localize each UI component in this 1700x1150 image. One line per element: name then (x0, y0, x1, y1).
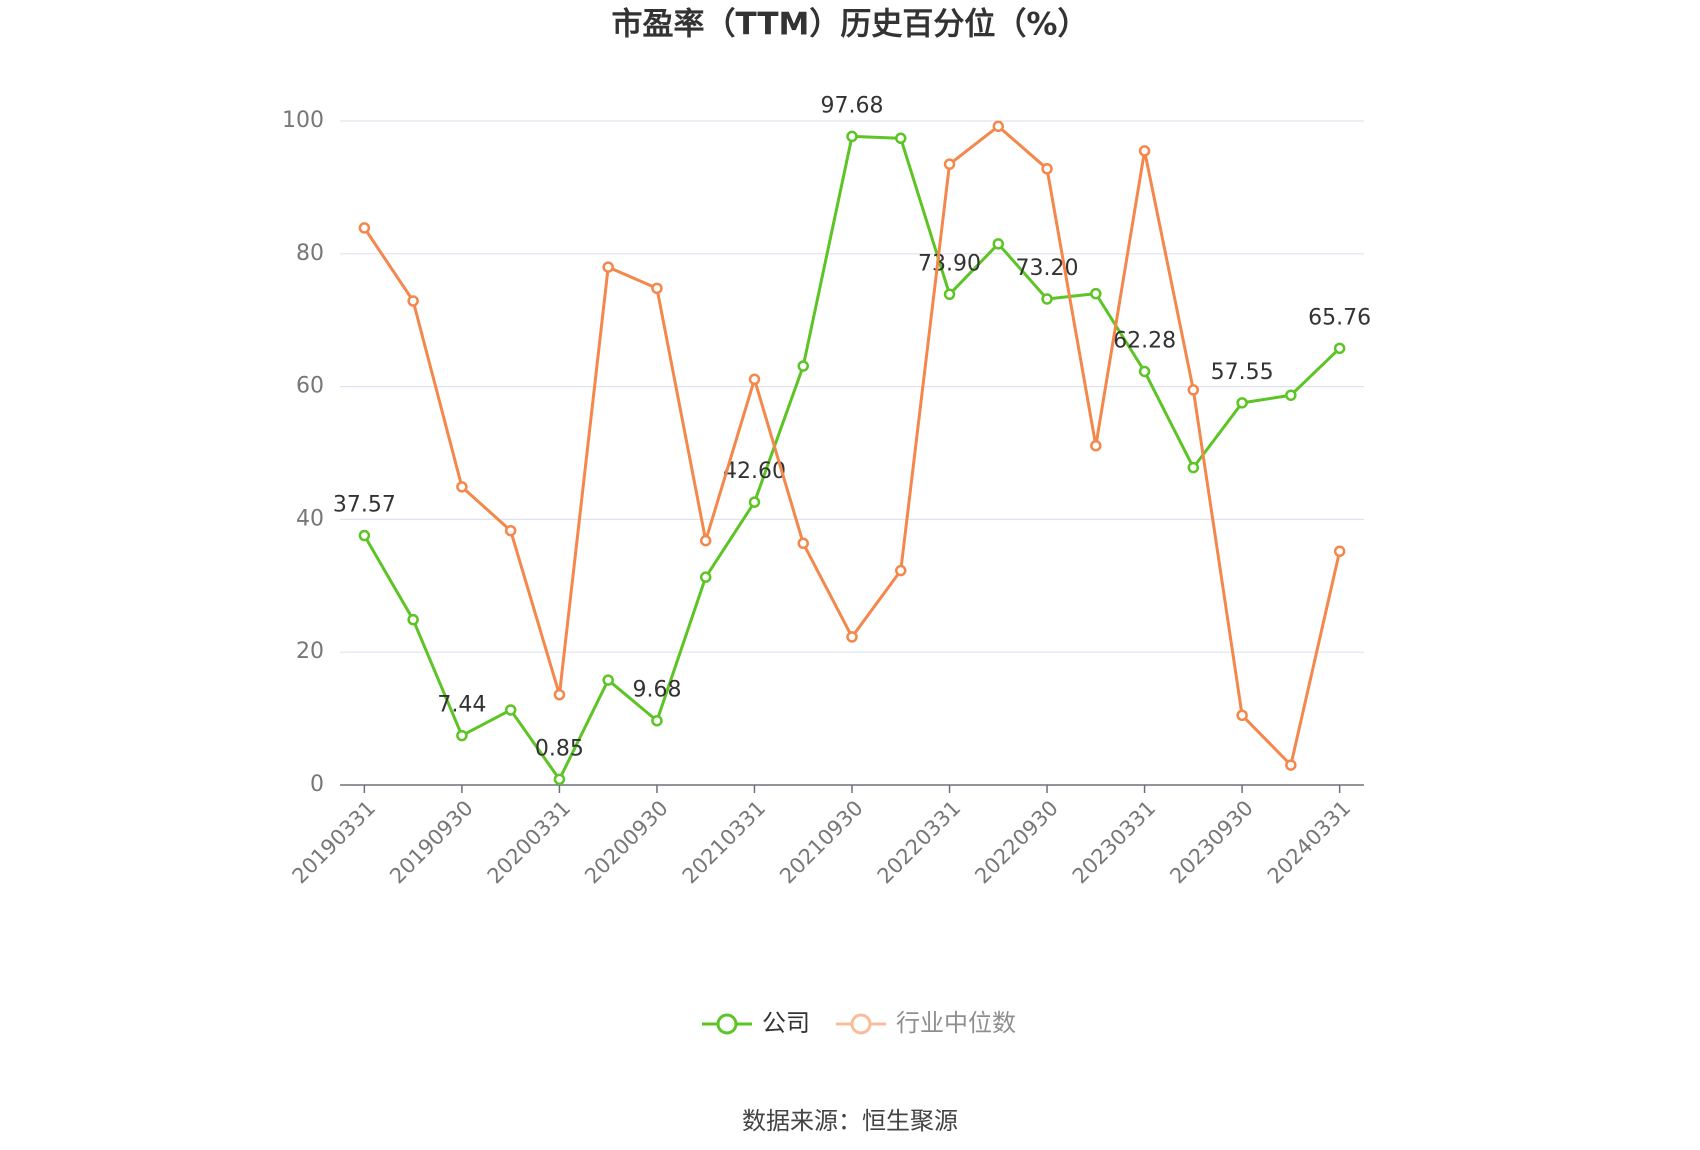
x-tick-label: 20220930 (970, 796, 1063, 889)
data-point (943, 288, 956, 301)
data-point (846, 130, 858, 143)
data-point (553, 688, 566, 701)
x-tick-label: 20200331 (483, 796, 576, 889)
data-point (992, 120, 1005, 133)
data-label: 65.76 (1308, 305, 1371, 330)
data-point (699, 534, 712, 547)
y-tick-label: 60 (296, 374, 324, 399)
data-point (1187, 461, 1200, 474)
x-tick-label: 20230930 (1165, 796, 1258, 889)
x-tick-label: 20210930 (775, 796, 868, 889)
x-tick-label: 20210331 (678, 796, 771, 889)
y-tick-label: 100 (282, 108, 324, 133)
data-point (1187, 384, 1200, 396)
data-label: 0.85 (535, 736, 584, 761)
data-point (699, 571, 712, 583)
data-point (895, 132, 907, 145)
data-point (358, 529, 371, 542)
data-point (1138, 145, 1151, 157)
data-point (1090, 287, 1102, 300)
source-note: 数据来源：恒生聚源 (742, 1107, 958, 1135)
data-point (504, 524, 517, 537)
y-tick-label: 40 (296, 506, 324, 531)
data-point (1041, 163, 1053, 175)
data-point (748, 373, 761, 386)
legend-item[interactable]: 公司 (702, 1009, 810, 1037)
y-tick-label: 0 (310, 772, 324, 797)
data-label: 57.55 (1211, 360, 1274, 385)
data-label: 73.90 (918, 251, 981, 276)
data-point (992, 238, 1005, 250)
data-point (1333, 545, 1346, 558)
data-point (456, 481, 468, 493)
data-label: 37.57 (333, 493, 396, 518)
data-label: 7.44 (437, 693, 486, 718)
x-tick-label: 20220331 (873, 796, 966, 889)
x-tick-label: 20200930 (580, 796, 673, 889)
data-point (1090, 439, 1102, 452)
legend-label: 行业中位数 (896, 1009, 1016, 1037)
data-point (602, 674, 614, 686)
x-tick-label: 20190930 (385, 796, 478, 889)
legend-marker (850, 1013, 872, 1035)
series-line (363, 124, 1342, 767)
data-point (456, 729, 468, 742)
legend-item[interactable]: 行业中位数 (836, 1009, 1016, 1037)
data-point (553, 773, 566, 786)
data-label: 73.20 (1016, 256, 1079, 281)
data-point (748, 496, 761, 508)
data-point (895, 564, 907, 577)
data-point (1236, 397, 1248, 409)
data-point (1333, 342, 1346, 355)
data-label: 9.68 (632, 678, 681, 703)
data-point (1285, 759, 1297, 771)
data-point (797, 360, 809, 372)
legend-label: 公司 (762, 1009, 810, 1037)
data-point (1041, 293, 1053, 305)
data-point (1138, 365, 1151, 378)
data-point (1285, 389, 1297, 401)
y-tick-label: 20 (296, 639, 324, 664)
data-point (602, 261, 614, 273)
data-point (651, 714, 663, 727)
data-point (407, 613, 419, 626)
data-point (846, 631, 858, 643)
series-line (363, 134, 1341, 781)
data-point (358, 222, 371, 234)
data-point (504, 704, 517, 716)
chart-title: 市盈率（TTM）历史百分位（%） (612, 7, 1089, 43)
data-point (407, 295, 419, 307)
x-tick-label: 20240331 (1263, 796, 1356, 889)
data-point (651, 282, 663, 295)
x-tick-label: 20190331 (288, 796, 381, 889)
data-label: 62.28 (1113, 328, 1176, 353)
x-tick-label: 20230331 (1068, 796, 1161, 889)
data-label: 97.68 (821, 93, 884, 118)
y-tick-label: 80 (296, 241, 324, 266)
data-label: 42.60 (723, 459, 786, 484)
legend-marker (716, 1013, 738, 1035)
data-point (797, 537, 809, 550)
data-point (943, 158, 956, 170)
data-point (1236, 709, 1248, 722)
